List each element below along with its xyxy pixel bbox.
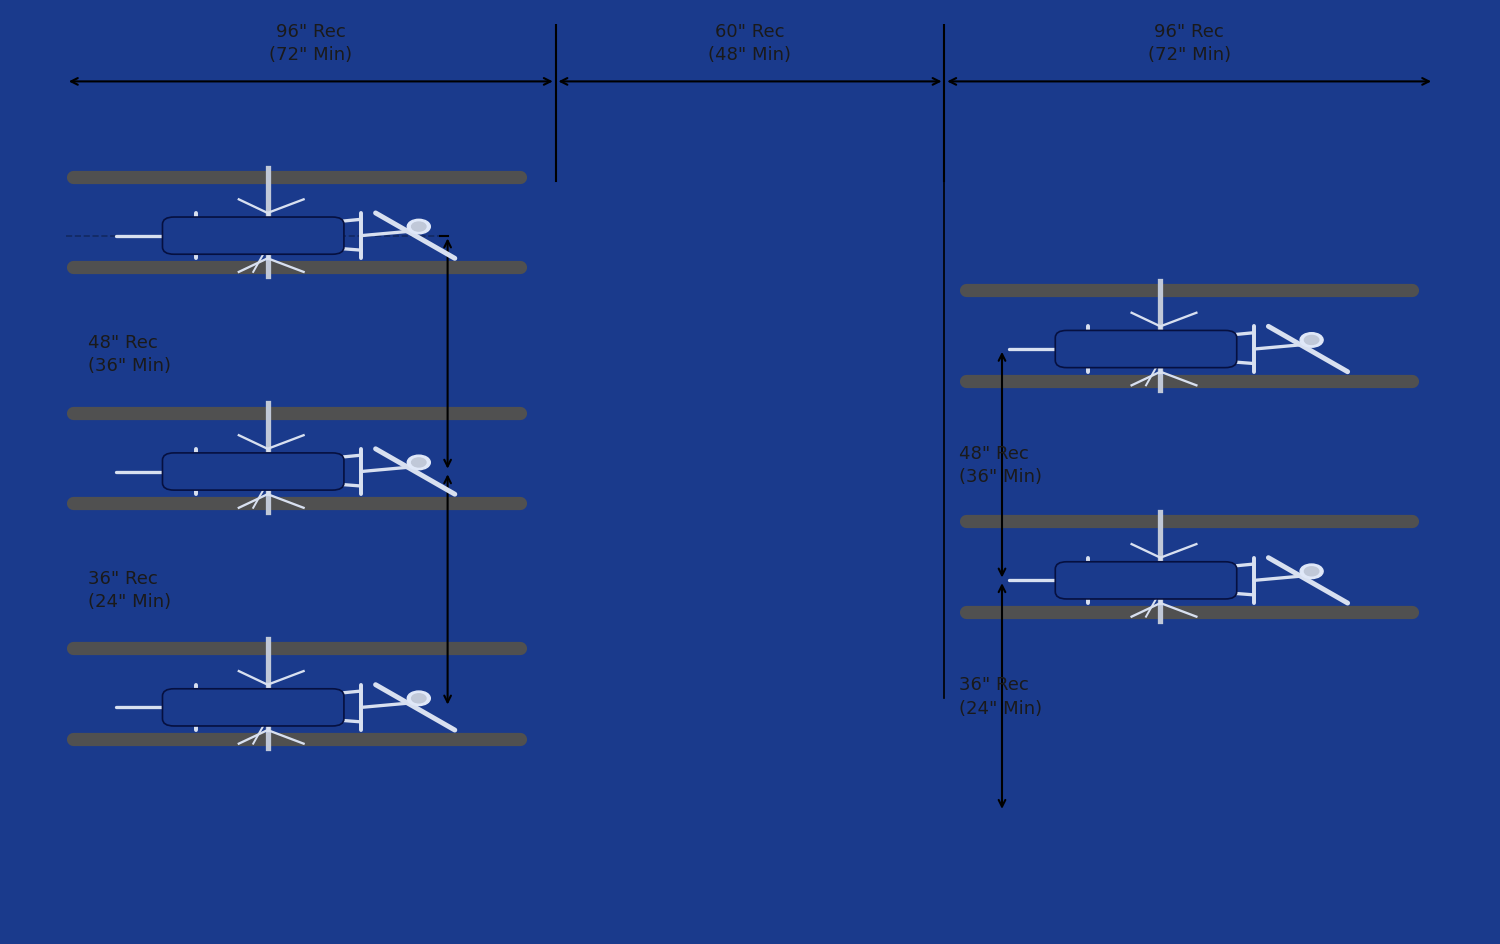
Text: 96" Rec
(72" Min): 96" Rec (72" Min) (1148, 23, 1232, 64)
Circle shape (1300, 565, 1323, 579)
FancyBboxPatch shape (162, 218, 344, 255)
Circle shape (408, 456, 430, 470)
Text: 60" Rec
(48" Min): 60" Rec (48" Min) (708, 23, 792, 64)
Circle shape (411, 223, 426, 232)
Circle shape (408, 220, 430, 234)
FancyBboxPatch shape (1056, 331, 1236, 368)
FancyBboxPatch shape (162, 453, 344, 491)
Circle shape (1300, 333, 1323, 347)
Circle shape (1305, 336, 1318, 346)
Circle shape (1305, 567, 1318, 576)
Text: 48" Rec
(36" Min): 48" Rec (36" Min) (87, 333, 171, 375)
Circle shape (408, 691, 430, 706)
Text: 96" Rec
(72" Min): 96" Rec (72" Min) (268, 23, 352, 64)
Text: 36" Rec
(24" Min): 36" Rec (24" Min) (87, 569, 171, 611)
FancyBboxPatch shape (162, 689, 344, 726)
Circle shape (411, 459, 426, 467)
Circle shape (411, 694, 426, 703)
Text: 48" Rec
(36" Min): 48" Rec (36" Min) (958, 445, 1042, 486)
FancyBboxPatch shape (1056, 563, 1236, 599)
Text: 36" Rec
(24" Min): 36" Rec (24" Min) (958, 676, 1042, 717)
